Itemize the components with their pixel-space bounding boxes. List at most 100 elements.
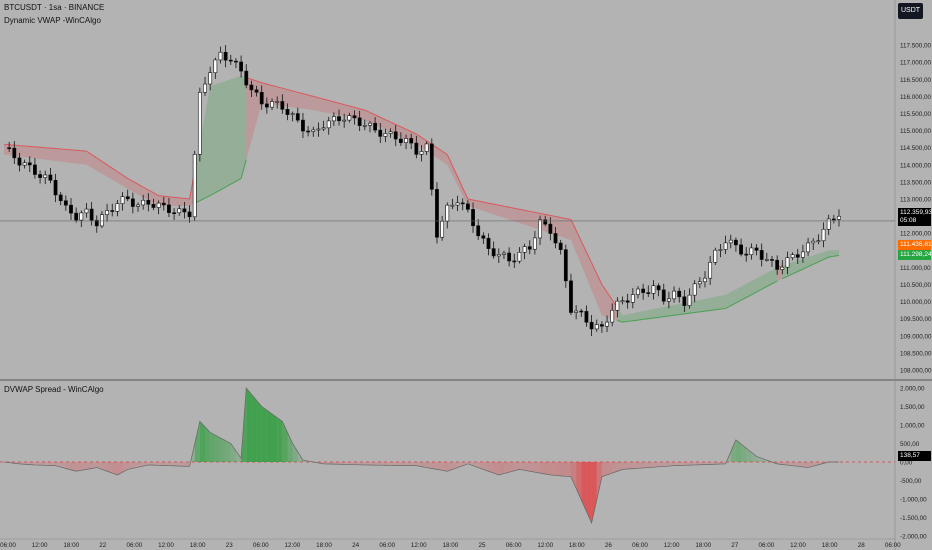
y-tick-label: 110.500,00 [900, 282, 932, 289]
vwap-line-segment [761, 286, 768, 290]
vwap-line-segment [96, 157, 103, 162]
candle-body [739, 244, 743, 255]
vwap-line-segment [111, 167, 118, 173]
vwap-line-segment [498, 204, 505, 207]
y-tick-label: 114.500,00 [900, 145, 932, 152]
vwap-band-segment [19, 145, 25, 158]
vwap-line-segment [787, 273, 793, 277]
vwap-line-segment [323, 98, 329, 101]
vwap-line-segment [797, 268, 804, 272]
spread-area-segment [230, 443, 236, 462]
vwap-line-segment [235, 178, 242, 182]
candle-body [471, 209, 475, 227]
candle-body [424, 143, 429, 152]
vwap-band-segment [132, 181, 139, 195]
vwap-band-segment [761, 272, 767, 290]
vwap-band-segment [112, 168, 118, 183]
candle-body [790, 254, 795, 258]
spread-area-segment [107, 462, 113, 474]
candle-body [89, 208, 94, 221]
vwap-line-segment [689, 312, 695, 314]
vwap-band-segment [524, 210, 530, 227]
spread-area-segment [359, 462, 365, 465]
vwap-band-segment [462, 187, 468, 206]
x-tick-label: 18:00 [63, 542, 79, 549]
spread-area-segment [385, 462, 391, 466]
vwap-band-segment [596, 273, 602, 316]
vwap-band-segment [400, 126, 407, 140]
candle-body [301, 119, 305, 132]
candle-body [125, 196, 130, 200]
candle-body [22, 162, 27, 166]
vwap-line-segment [668, 314, 675, 317]
candle-body [306, 130, 311, 133]
candle-body [378, 129, 383, 137]
vwap-band-segment [318, 97, 324, 113]
vwap-line-segment [271, 84, 278, 88]
spread-area-segment [792, 462, 798, 467]
spread-area-segment [395, 462, 401, 466]
candle-body [17, 157, 22, 166]
vwap-band-segment [55, 148, 61, 162]
spread-area-segment [132, 462, 139, 469]
vwap-line-segment [467, 198, 474, 201]
x-tick-label: 12:00 [537, 542, 553, 549]
vwap-band-segment [710, 296, 716, 311]
candle-body [311, 129, 316, 132]
vwap-band-segment [168, 196, 175, 206]
vwap-line-segment [617, 319, 623, 323]
candle-body [110, 210, 115, 212]
candle-body [419, 151, 424, 155]
spread-area-segment [813, 462, 819, 467]
vwap-band-segment [81, 150, 87, 165]
candle-body [136, 204, 140, 207]
vwap-line-segment [127, 178, 134, 182]
vwap-band-segment [241, 75, 247, 179]
vwap-band-segment [107, 164, 113, 180]
y-tick-label: 117.500,00 [900, 43, 932, 50]
spread-area-segment [127, 462, 133, 470]
spread-area-segment [493, 462, 499, 475]
candle-body [352, 115, 357, 119]
spread-y-tick-label: -500,00 [900, 478, 922, 485]
candle-body [105, 210, 109, 215]
vwap-band-segment [632, 312, 638, 321]
candle-body [368, 122, 372, 126]
vwap-band-segment [153, 192, 159, 206]
spread-area-segment [668, 462, 675, 467]
vwap-band-segment [143, 187, 149, 201]
vwap-band-segment [746, 281, 752, 298]
candle-body [579, 310, 584, 313]
vwap-band-segment [349, 105, 355, 119]
vwap-band-segment [442, 151, 448, 165]
currency-button[interactable]: USDT [898, 3, 923, 19]
vwap-band-segment [555, 216, 561, 237]
vwap-band-segment [503, 206, 510, 220]
spread-area-segment [431, 462, 437, 470]
vwap-band-segment [715, 295, 721, 310]
candle-body [723, 242, 728, 250]
candle-body [259, 92, 264, 105]
spread-area-segment [529, 462, 535, 473]
spread-area-segment [50, 462, 56, 466]
spread-area-segment [81, 462, 87, 471]
candle-body [806, 242, 810, 253]
vwap-line-segment [488, 202, 494, 205]
vwap-line-segment [446, 154, 453, 166]
vwap-line-segment [715, 308, 721, 311]
candle-body [79, 212, 84, 221]
vwap-line-segment [153, 192, 159, 197]
candle-body [630, 294, 635, 303]
vwap-band-segment [519, 209, 525, 225]
candle-body [460, 202, 465, 205]
vwap-line-segment [359, 108, 365, 111]
spread-area-segment [101, 462, 108, 472]
vwap-band-segment [741, 283, 747, 301]
spread-y-tick-label: 0,00 [900, 460, 913, 467]
vwap-band-segment [725, 292, 731, 309]
vwap-band-segment [627, 313, 633, 322]
vwap-band-segment [235, 75, 242, 182]
candle-body [692, 283, 697, 296]
candle-body [38, 174, 42, 178]
